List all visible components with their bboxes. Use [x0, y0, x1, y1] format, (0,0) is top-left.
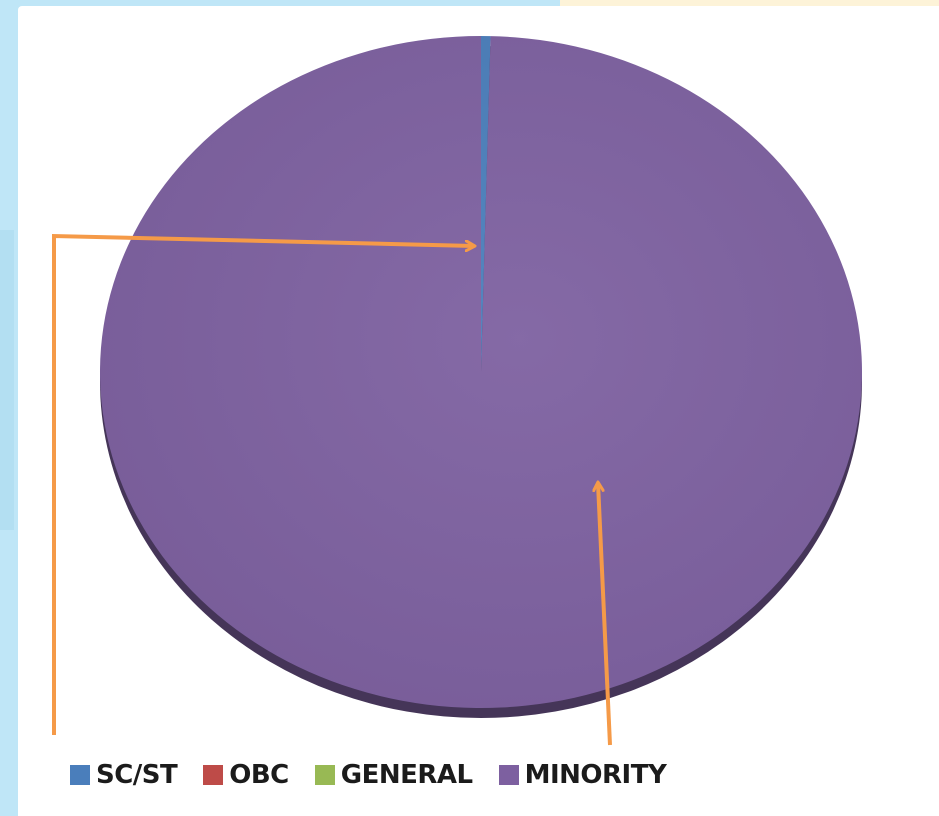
- legend-swatch: [498, 765, 519, 785]
- legend-swatch: [314, 765, 335, 785]
- chart-legend: SC/ST OBC GENERAL MINORITY: [70, 758, 692, 792]
- pie-slices: [99, 36, 862, 718]
- background-accent-left: [0, 230, 14, 530]
- legend-item-minority: MINORITY: [498, 760, 667, 790]
- legend-label: GENERAL: [340, 760, 473, 790]
- legend-label: SC/ST: [96, 760, 178, 790]
- arrow-to-scst-slice: [52, 233, 474, 735]
- arrow-to-minority-slice: [598, 483, 612, 746]
- legend-item-sc-st: SC/ST: [70, 760, 178, 790]
- pie-shading: [100, 36, 862, 708]
- legend-swatch: [70, 765, 90, 785]
- legend-label: OBC: [229, 760, 289, 790]
- legend-swatch: [203, 765, 224, 785]
- legend-label: MINORITY: [524, 760, 667, 790]
- annotation-arrows: [52, 233, 612, 746]
- legend-item-general: GENERAL: [314, 760, 473, 790]
- legend-item-obc: OBC: [203, 760, 289, 790]
